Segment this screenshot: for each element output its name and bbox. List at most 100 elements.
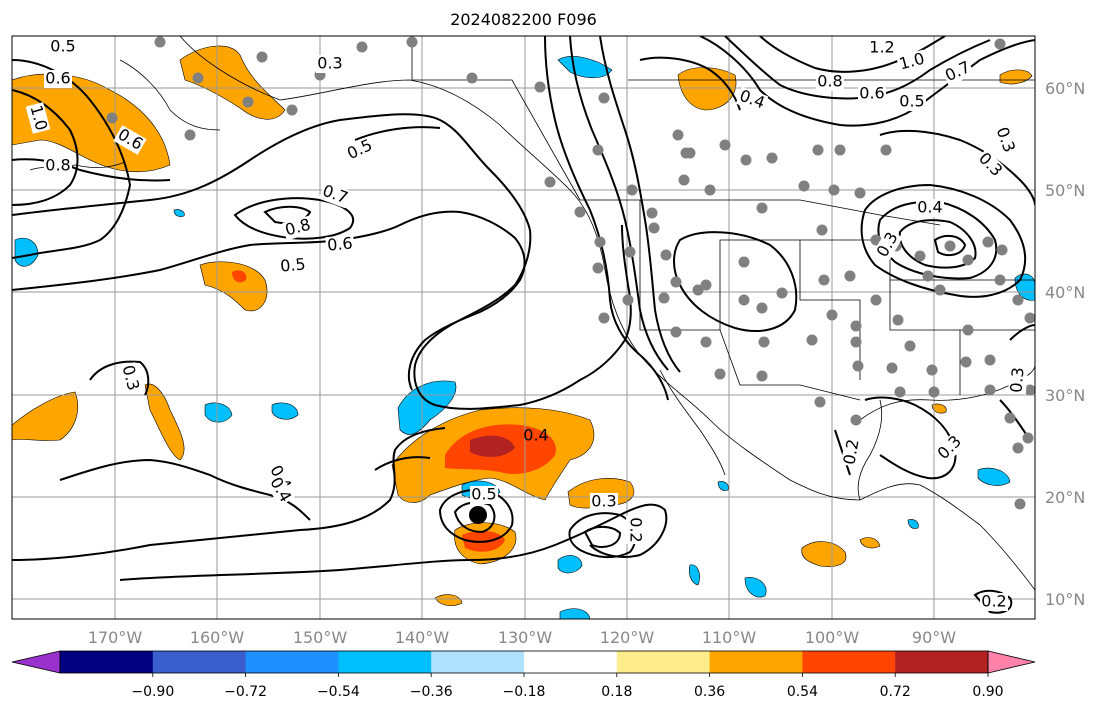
contour-label: 0.6 [45, 69, 70, 88]
contour-label: 0.3 [591, 492, 616, 511]
colorbar-segment [616, 651, 711, 673]
station-dot [670, 326, 682, 338]
colorbar-segment [152, 651, 247, 673]
station-dot [192, 72, 204, 84]
station-dot [880, 144, 892, 156]
station-dot [798, 180, 810, 192]
lon-tick-label: 160°W [190, 628, 245, 647]
station-dot [646, 207, 658, 219]
colorbar-tick-label: −0.18 [503, 684, 546, 700]
station-dot [624, 246, 636, 258]
contour-label: 0.6 [859, 84, 884, 103]
contour-label: 0.3 [1006, 366, 1027, 393]
lat-tick-label: 30°N [1045, 386, 1085, 405]
station-dot [756, 302, 768, 314]
station-dot [1024, 384, 1035, 396]
station-dot [256, 51, 268, 63]
lat-tick-label: 20°N [1045, 488, 1085, 507]
station-dot [854, 187, 866, 199]
station-dot [700, 336, 712, 348]
colorbar-segment [431, 651, 525, 673]
colorbar-segment [895, 651, 989, 673]
station-dot [692, 284, 704, 296]
station-dot [670, 276, 682, 288]
station-dot [1004, 412, 1016, 424]
station-dot [962, 254, 974, 266]
colorbar-tick-label: 0.18 [601, 684, 632, 700]
colorbar-segment [60, 651, 154, 673]
station-dot [700, 279, 712, 291]
station-dot [806, 334, 818, 346]
station-dot [1022, 432, 1034, 444]
station-dot [1024, 312, 1035, 324]
station-dot [356, 41, 368, 53]
lat-tick-label: 10°N [1045, 590, 1085, 609]
contour-label: 0.4 [917, 198, 942, 217]
station-dot [738, 294, 750, 306]
colorbar-tick-label: −0.36 [410, 684, 453, 700]
station-dot [598, 312, 610, 324]
station-dot [626, 184, 638, 196]
lon-tick-label: 130°W [498, 628, 553, 647]
colorbar-segment [338, 651, 432, 673]
station-dot [740, 154, 752, 166]
station-dot [184, 129, 196, 141]
latitude-tick-labels: 60°N 50°N 40°N 30°N 20°N 10°N [1045, 79, 1085, 609]
station-dot [678, 174, 690, 186]
lat-tick-label: 60°N [1045, 79, 1085, 98]
contour-label: 0.3 [317, 54, 342, 73]
station-dot [944, 240, 956, 252]
contour-label: 0.5 [471, 485, 496, 504]
contour-label: 0.8 [45, 156, 70, 175]
station-dot [648, 222, 660, 234]
colorbar-tick-label: 0.72 [880, 684, 911, 700]
colorbar-segment [524, 651, 618, 673]
station-dots [106, 36, 1035, 510]
station-dot [994, 274, 1006, 286]
colorbar-segment [245, 651, 339, 673]
longitude-tick-labels: 170°W 160°W 150°W 140°W 130°W 120°W 110°W 100°W… [88, 628, 956, 647]
station-dot [960, 356, 972, 368]
station-dot [904, 340, 916, 352]
contour-label: 1.2 [869, 38, 894, 57]
contour-label: 0.5 [899, 92, 924, 111]
station-dot [738, 256, 750, 268]
station-dot [844, 270, 856, 282]
contour-label: 0.2 [839, 438, 862, 466]
colorbar-segment [709, 651, 803, 673]
station-dot [870, 234, 882, 246]
station-dot [1012, 294, 1024, 306]
station-dot [622, 294, 634, 306]
lon-tick-label: 120°W [600, 628, 655, 647]
station-dot [598, 92, 610, 104]
station-dot [892, 314, 904, 326]
station-dot [594, 236, 606, 248]
station-dot [984, 354, 996, 366]
station-dot [814, 396, 826, 408]
station-dot [850, 320, 862, 332]
station-dot [592, 262, 604, 274]
station-dot [758, 336, 770, 348]
lon-tick-label: 110°W [702, 628, 757, 647]
contour-label: 0.2 [627, 517, 646, 542]
map-background [12, 36, 1035, 619]
lon-tick-label: 170°W [88, 628, 143, 647]
map-title: 2024082200 F096 [450, 10, 597, 29]
station-dot [1014, 498, 1026, 510]
station-dot [466, 72, 478, 84]
map-border [11, 35, 1036, 620]
station-dot [534, 81, 546, 93]
colorbar [11, 650, 1036, 674]
station-dot [984, 384, 996, 396]
negative-anomaly-shading [14, 56, 1035, 619]
station-dot [914, 250, 926, 262]
tropical-center-marker [469, 506, 487, 524]
contour-label: 0.2 [981, 592, 1006, 611]
station-dot [850, 336, 862, 348]
contour-label: 0.6 [326, 233, 353, 254]
station-dot [406, 36, 418, 48]
station-dot [574, 206, 586, 218]
station-dot [934, 284, 946, 296]
station-dot [719, 139, 731, 151]
